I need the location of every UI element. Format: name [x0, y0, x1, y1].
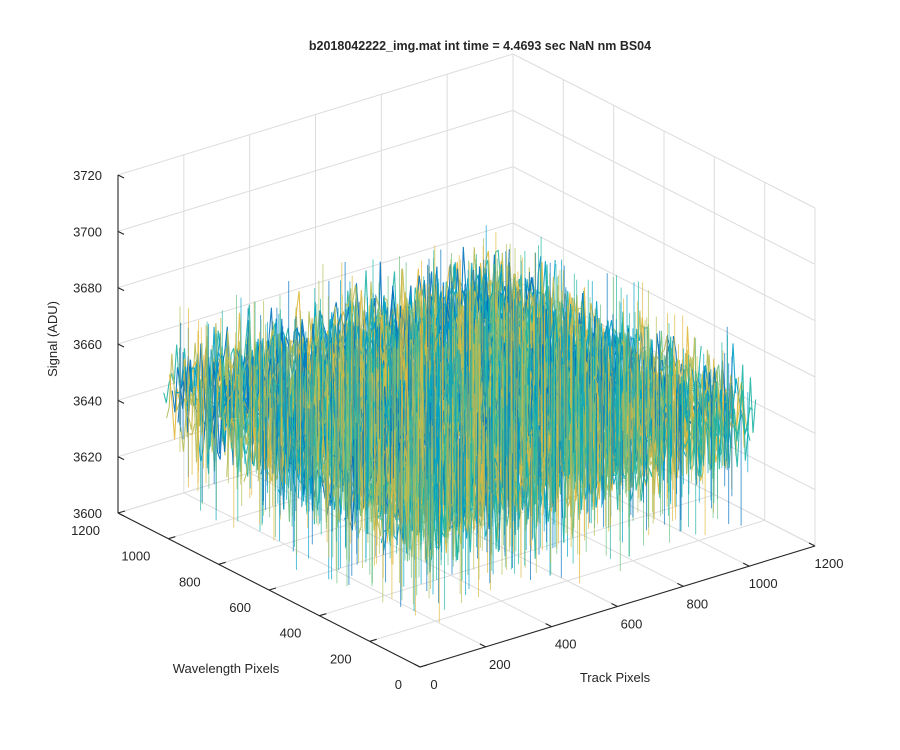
z-tick-label: 3640: [73, 393, 102, 408]
y-tick-mark: [419, 664, 428, 668]
y-tick-mark: [218, 561, 226, 565]
x-tick-mark: [677, 582, 684, 587]
x-tick-mark: [545, 623, 552, 628]
x-tick-mark: [479, 643, 487, 648]
y-tick-label: 600: [229, 600, 251, 615]
x-tick-mark: [742, 562, 750, 567]
y-tick-label: 200: [330, 651, 352, 666]
x-tick-mark: [413, 663, 421, 668]
y-tick-mark: [369, 638, 377, 642]
y-tick-label: 0: [395, 677, 402, 692]
chart-title: b2018042222_img.mat int time = 4.4693 se…: [309, 39, 651, 53]
z-tick-label: 3620: [73, 450, 102, 465]
x-axis-label: Track Pixels: [580, 670, 651, 685]
y-tick-mark: [117, 510, 126, 514]
grid-line: [117, 222, 514, 345]
y-tick-label: 1200: [71, 523, 100, 538]
grid-line: [117, 109, 514, 232]
z-tick-mark: [117, 456, 125, 461]
y-axis-label: Wavelength Pixels: [173, 661, 280, 676]
y-tick-label: 800: [179, 574, 201, 589]
grid-line: [512, 222, 816, 378]
grid-line: [369, 519, 765, 642]
z-tick-mark: [117, 343, 125, 348]
y-tick-mark: [268, 587, 277, 591]
grid-line: [117, 53, 514, 176]
grid-line: [512, 109, 816, 265]
grid-line: [512, 166, 816, 322]
grid-line: [512, 278, 816, 434]
z-axis-label: Signal (ADU): [45, 301, 60, 377]
z-tick-label: 3720: [73, 168, 102, 183]
z-tick-mark: [117, 512, 125, 517]
z-tick-label: 3660: [73, 337, 102, 352]
x-tick-label: 400: [555, 637, 577, 652]
grid-line: [512, 53, 816, 209]
x-tick-mark: [808, 542, 816, 547]
y-tick-label: 1000: [121, 549, 150, 564]
z-tick-mark: [117, 230, 125, 235]
axes: [117, 174, 816, 668]
x-tick-label: 0: [430, 677, 437, 692]
grid-line: [117, 166, 514, 289]
x-tick-label: 1200: [815, 556, 844, 571]
y-tick-label: 400: [280, 626, 302, 641]
y-tick-mark: [319, 613, 327, 617]
z-tick-label: 3600: [73, 506, 102, 521]
z-tick-label: 3680: [73, 281, 102, 296]
z-tick-mark: [117, 399, 125, 404]
surface-plot: [163, 225, 757, 623]
x-tick-label: 600: [621, 617, 643, 632]
x-tick-mark: [611, 603, 618, 607]
x-tick-label: 200: [489, 657, 511, 672]
z-tick-mark: [117, 174, 125, 179]
y-tick-mark: [168, 536, 176, 540]
z-tick-mark: [117, 287, 125, 292]
x-tick-label: 800: [686, 596, 708, 611]
x-tick-label: 1000: [749, 576, 778, 591]
tick-labels: 0 200 400 600 800 1000 1200 0 200 400 600 800 1000 12…: [71, 168, 843, 692]
z-tick-label: 3700: [73, 224, 102, 239]
